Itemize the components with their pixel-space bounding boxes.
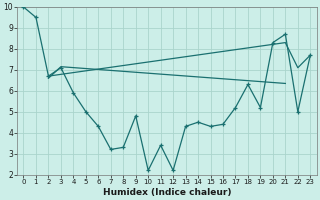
X-axis label: Humidex (Indice chaleur): Humidex (Indice chaleur) xyxy=(103,188,231,197)
